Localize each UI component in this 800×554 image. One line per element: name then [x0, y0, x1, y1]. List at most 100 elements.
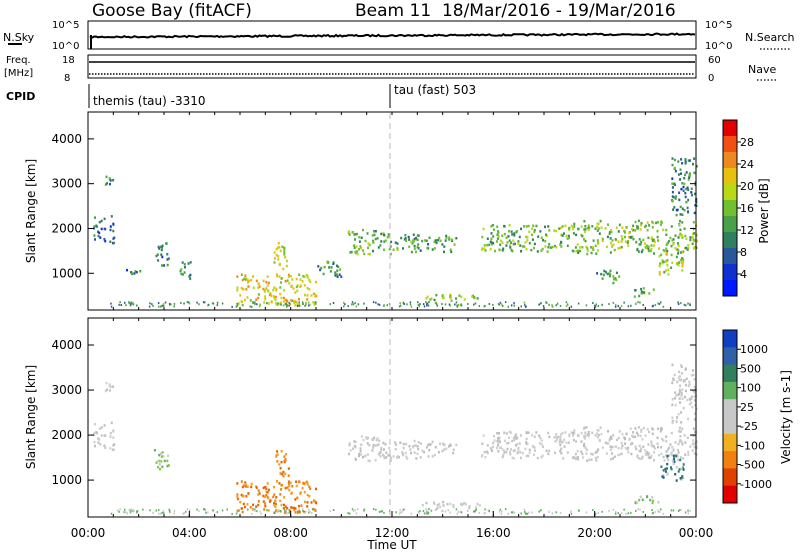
echo-pixel	[528, 242, 531, 245]
echo-pixel	[166, 464, 169, 468]
echo-pixel	[445, 236, 448, 240]
echo-pixel	[161, 255, 164, 259]
echo-pixel	[158, 453, 161, 457]
echo-pixel	[306, 287, 309, 290]
echo-pixel	[551, 245, 554, 249]
echo-pixel	[380, 232, 383, 236]
echo-pixel	[582, 456, 585, 459]
echo-pixel	[627, 451, 630, 454]
echo-pixel	[685, 246, 688, 250]
echo-pixel	[450, 299, 453, 302]
echo-pixel	[629, 236, 632, 239]
echo-pixel	[183, 271, 186, 274]
freq-label-1: Freq.	[6, 55, 31, 66]
echo-pixel	[527, 511, 530, 514]
echo-pixel	[565, 234, 568, 238]
echo-pixel	[275, 302, 277, 305]
echo-pixel	[306, 505, 309, 508]
echo-pixel	[310, 501, 313, 504]
echo-pixel	[554, 244, 557, 248]
echo-pixel	[521, 451, 524, 455]
echo-pixel	[106, 388, 109, 391]
echo-pixel	[291, 278, 294, 281]
echo-pixel	[596, 222, 599, 225]
echo-pixel	[295, 277, 298, 281]
echo-pixel	[691, 193, 694, 197]
echo-pixel	[640, 457, 643, 460]
echo-pixel	[306, 294, 309, 297]
echo-pixel	[661, 437, 664, 441]
echo-pixel	[536, 456, 539, 460]
echo-pixel	[496, 225, 499, 228]
echo-pixel	[552, 305, 554, 308]
echo-pixel	[355, 245, 358, 248]
echo-pixel	[570, 305, 573, 308]
echo-pixel	[511, 233, 514, 236]
echo-pixel	[129, 304, 132, 307]
echo-pixel	[611, 452, 614, 455]
echo-pixel	[650, 244, 653, 247]
echo-pixel	[640, 250, 643, 254]
echo-pixel	[282, 304, 285, 307]
echo-pixel	[507, 235, 510, 238]
echo-pixel	[625, 432, 628, 436]
echo-pixel	[159, 468, 161, 471]
echo-pixel	[634, 435, 637, 439]
echo-pixel	[559, 435, 562, 439]
echo-pixel	[159, 452, 162, 455]
echo-pixel	[442, 510, 444, 513]
echo-pixel	[304, 304, 306, 307]
echo-pixel	[287, 273, 290, 277]
echo-pixel	[245, 495, 248, 498]
echo-pixel	[668, 239, 671, 243]
echo-pixel	[507, 441, 510, 445]
echo-pixel	[366, 232, 369, 235]
echo-pixel	[501, 241, 504, 244]
echo-pixel	[415, 236, 417, 240]
velocity-ylabel: Slant Range [km]	[24, 365, 38, 469]
echo-pixel	[546, 301, 548, 304]
echo-pixel	[110, 302, 112, 305]
echo-pixel	[513, 302, 515, 305]
echo-pixel	[306, 501, 309, 504]
echo-pixel	[347, 512, 349, 515]
echo-pixel	[672, 208, 675, 211]
echo-pixel	[577, 302, 580, 305]
echo-pixel	[617, 447, 620, 450]
echo-pixel	[452, 505, 455, 509]
echo-pixel	[455, 301, 458, 304]
echo-pixel	[416, 452, 419, 455]
echo-pixel	[267, 281, 270, 285]
echo-pixel	[378, 439, 381, 442]
echo-pixel	[387, 454, 390, 457]
echo-pixel	[250, 278, 253, 282]
echo-pixel	[642, 287, 645, 290]
echo-pixel	[560, 233, 563, 237]
echo-pixel	[157, 245, 160, 249]
echo-pixel	[309, 303, 311, 306]
velocity-colorbar-label: Velocity [m s-1]	[779, 370, 793, 464]
echo-pixel	[130, 509, 132, 512]
echo-pixel	[340, 275, 343, 278]
echo-pixel	[427, 455, 430, 458]
echo-pixel	[241, 278, 244, 282]
echo-pixel	[586, 247, 589, 250]
echo-pixel	[650, 454, 653, 458]
echo-pixel	[490, 237, 493, 240]
echo-pixel	[257, 293, 260, 296]
echo-pixel	[556, 438, 559, 441]
echo-pixel	[336, 275, 339, 278]
echo-pixel	[276, 480, 278, 483]
echo-pixel	[130, 508, 133, 511]
echo-pixel	[555, 246, 558, 249]
echo-pixel	[660, 253, 663, 257]
echo-pixel	[501, 303, 503, 306]
echo-pixel	[483, 305, 485, 308]
echo-pixel	[160, 248, 163, 252]
echo-pixel	[221, 509, 224, 512]
echo-pixel	[679, 439, 682, 442]
echo-pixel	[672, 458, 675, 461]
echo-pixel	[584, 230, 587, 234]
echo-pixel	[516, 443, 519, 446]
echo-pixel	[284, 256, 287, 259]
